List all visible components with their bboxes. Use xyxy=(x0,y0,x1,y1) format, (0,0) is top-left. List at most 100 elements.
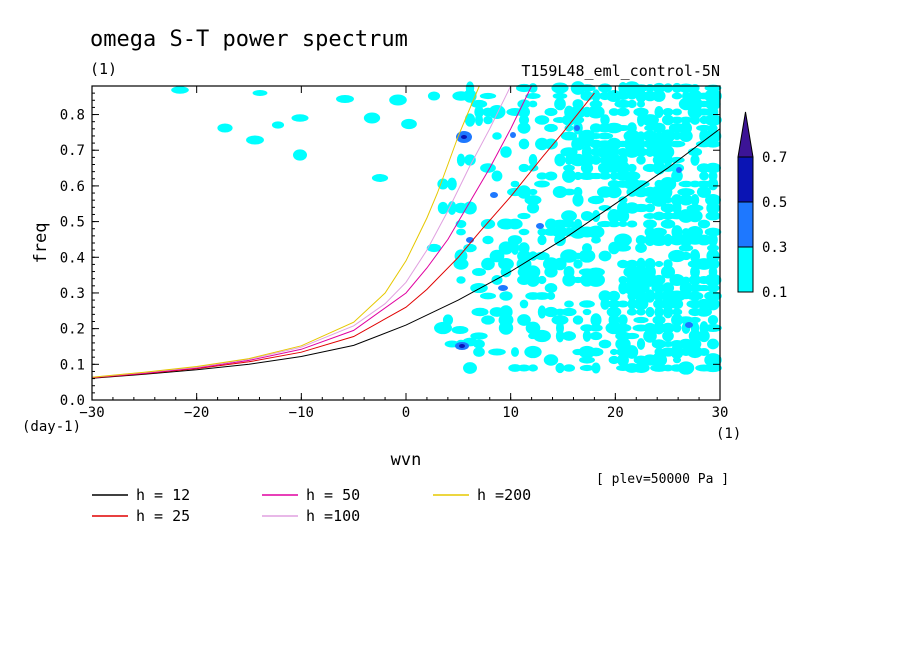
contour-cell xyxy=(591,362,601,374)
contour-cell xyxy=(561,114,577,126)
contour-cell xyxy=(652,211,666,221)
contour-cell xyxy=(480,163,496,173)
contour-cell xyxy=(678,116,694,124)
contour-cell xyxy=(607,290,621,302)
contour-cell xyxy=(578,249,596,263)
contour-cell xyxy=(528,83,538,93)
x-tick-label: 10 xyxy=(502,405,519,421)
contour-cell xyxy=(517,364,531,372)
contour-cell xyxy=(544,282,558,294)
y-tick-label: 0.5 xyxy=(60,215,85,231)
power-contour-field xyxy=(171,81,722,375)
contour-cell xyxy=(608,108,620,116)
contour-cell xyxy=(498,241,514,255)
contour-cell xyxy=(498,285,508,291)
contour-cell xyxy=(654,260,664,268)
colorbar-bin xyxy=(737,156,754,203)
contour-cell xyxy=(662,330,674,342)
curve-h12 xyxy=(92,128,720,379)
contour-cell xyxy=(518,115,530,125)
contour-cell xyxy=(587,273,605,287)
contour-cell xyxy=(371,174,389,182)
x-tick-label: −20 xyxy=(184,405,209,421)
contour-cell xyxy=(660,219,676,229)
contour-cell xyxy=(171,86,189,94)
contour-cell xyxy=(635,235,647,245)
y-axis-units: (day-1) xyxy=(22,419,81,435)
contour-cell xyxy=(663,83,673,93)
contour-cell xyxy=(670,298,684,310)
contour-cell xyxy=(564,124,574,132)
contour-cell xyxy=(704,227,722,237)
contour-cell xyxy=(533,329,551,343)
contour-cell xyxy=(555,329,565,343)
contour-cell xyxy=(598,172,612,180)
contour-cell xyxy=(676,167,682,173)
contour-cell xyxy=(706,297,720,311)
contour-cell xyxy=(563,164,575,172)
contour-cell xyxy=(632,363,650,373)
contour-cell xyxy=(644,289,656,303)
contour-cell xyxy=(518,106,530,118)
contour-cell xyxy=(500,266,512,278)
contour-cell xyxy=(525,92,541,100)
contour-cell xyxy=(617,259,629,269)
contour-cell xyxy=(574,125,580,131)
contour-cell xyxy=(706,284,720,292)
contour-cell xyxy=(635,89,647,103)
contour-cell xyxy=(561,188,577,196)
contour-cell xyxy=(572,193,584,207)
contour-cell xyxy=(651,227,667,237)
contour-cell xyxy=(562,273,576,287)
contour-cell xyxy=(492,132,502,140)
contour-cell xyxy=(686,204,704,212)
contour-cell xyxy=(696,124,712,132)
contour-cell xyxy=(461,135,467,139)
contour-cell xyxy=(643,219,657,229)
contour-cell xyxy=(668,290,686,302)
contour-cell xyxy=(672,201,682,215)
contour-cell xyxy=(456,228,466,236)
contour-cell xyxy=(578,84,596,92)
contour-cell xyxy=(453,258,469,270)
contour-cell xyxy=(537,305,547,319)
contour-cell xyxy=(707,177,719,191)
contour-cell xyxy=(635,242,647,254)
contour-cell xyxy=(614,99,632,109)
contour-cell xyxy=(650,353,668,367)
contour-cell xyxy=(605,122,623,134)
contour-cell xyxy=(473,347,485,357)
contour-cell xyxy=(537,234,547,246)
contour-cell xyxy=(687,225,703,239)
contour-cell xyxy=(580,162,594,174)
contour-cell xyxy=(660,265,676,279)
contour-cell xyxy=(464,113,476,127)
contour-cell xyxy=(650,233,668,247)
contour-cell xyxy=(624,146,640,158)
colorbar-label: 0.3 xyxy=(762,240,787,256)
contour-cell xyxy=(526,273,540,287)
contour-cell xyxy=(470,99,488,109)
legend-label: h =200 xyxy=(477,486,531,504)
contour-cell xyxy=(672,323,682,333)
contour-cell xyxy=(463,201,477,215)
contour-cell xyxy=(685,322,693,328)
contour-cell xyxy=(336,94,354,104)
contour-cell xyxy=(672,132,682,140)
colorbar-label: 0.1 xyxy=(762,285,787,301)
contour-cell xyxy=(606,306,622,318)
contour-cell xyxy=(561,307,577,317)
contour-cell xyxy=(537,275,547,285)
contour-cell xyxy=(589,331,603,341)
contour-cell xyxy=(459,344,465,348)
contour-cell xyxy=(582,308,592,316)
y-axis-label: freq xyxy=(31,223,51,264)
chart-title: omega S-T power spectrum xyxy=(90,27,408,52)
contour-cell xyxy=(687,209,703,223)
contour-cell xyxy=(561,210,577,222)
contour-cell xyxy=(707,338,719,350)
contour-cell xyxy=(644,203,656,213)
contour-cell xyxy=(482,235,494,245)
legend-label: h = 25 xyxy=(136,507,190,525)
y-tick-label: 0.0 xyxy=(60,393,85,409)
